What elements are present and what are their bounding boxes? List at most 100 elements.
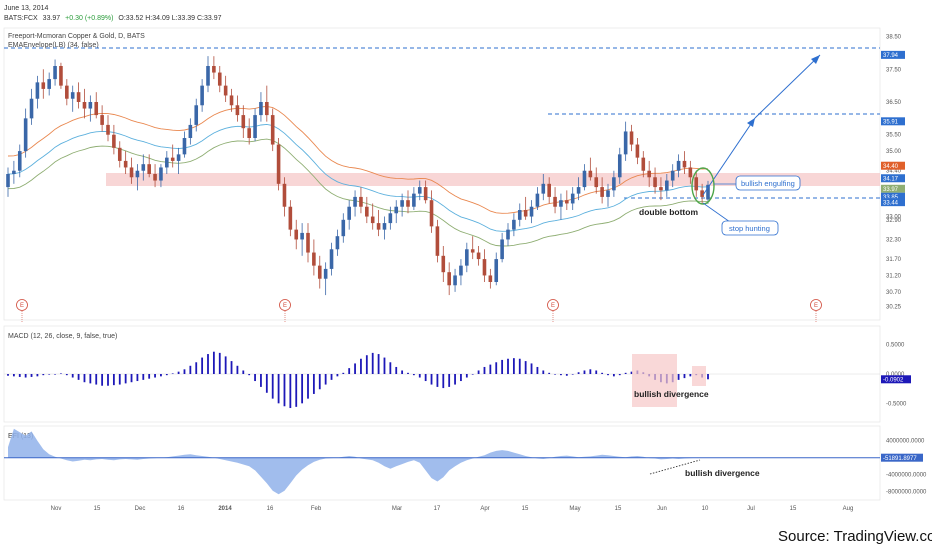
candle[interactable]	[447, 262, 451, 296]
candle[interactable]	[270, 108, 275, 152]
event-marker-2[interactable]: E	[279, 299, 291, 323]
candle[interactable]	[265, 85, 269, 122]
candle[interactable]	[82, 88, 87, 119]
candle[interactable]	[112, 124, 116, 155]
candle[interactable]	[388, 206, 393, 230]
candle[interactable]	[312, 239, 316, 276]
candle[interactable]	[370, 203, 375, 230]
candle[interactable]	[259, 92, 263, 122]
candle[interactable]	[223, 75, 228, 102]
candle[interactable]	[553, 187, 557, 214]
candle[interactable]	[594, 167, 599, 194]
candle[interactable]	[441, 246, 446, 282]
candle[interactable]	[282, 177, 287, 217]
candle[interactable]	[182, 131, 187, 158]
candle[interactable]	[94, 92, 99, 119]
candle[interactable]	[688, 160, 693, 184]
candle[interactable]	[670, 164, 675, 188]
candle[interactable]	[23, 108, 28, 158]
candle[interactable]	[453, 268, 457, 292]
candle[interactable]	[682, 151, 687, 174]
candle[interactable]	[359, 187, 363, 214]
candle[interactable]	[229, 88, 234, 112]
candle[interactable]	[700, 183, 704, 204]
candle[interactable]	[600, 177, 604, 204]
candle[interactable]	[194, 98, 199, 132]
candle[interactable]	[417, 180, 422, 201]
candle[interactable]	[76, 82, 81, 109]
candle[interactable]	[323, 262, 328, 296]
candle[interactable]	[394, 200, 399, 224]
candle[interactable]	[565, 190, 569, 210]
candle[interactable]	[188, 118, 193, 145]
candle[interactable]	[235, 95, 240, 122]
candle[interactable]	[506, 223, 510, 246]
candle[interactable]	[612, 170, 616, 197]
candle[interactable]	[617, 147, 622, 184]
candle[interactable]	[353, 190, 357, 217]
candle[interactable]	[294, 219, 299, 250]
candle[interactable]	[706, 180, 710, 204]
candle[interactable]	[423, 180, 428, 204]
candle[interactable]	[665, 174, 669, 197]
candle[interactable]	[576, 177, 581, 201]
candle[interactable]	[500, 232, 504, 263]
candle[interactable]	[570, 187, 575, 210]
candle[interactable]	[206, 56, 210, 93]
candle[interactable]	[694, 170, 699, 197]
candle[interactable]	[470, 236, 475, 260]
event-marker-1[interactable]: E	[16, 299, 28, 323]
candle[interactable]	[517, 203, 522, 227]
candle[interactable]	[559, 193, 563, 220]
candle[interactable]	[647, 160, 651, 188]
candle[interactable]	[382, 216, 387, 240]
event-marker-3[interactable]: E	[547, 299, 559, 323]
candle[interactable]	[29, 88, 34, 125]
candle[interactable]	[529, 200, 534, 224]
candle[interactable]	[523, 196, 528, 220]
candle[interactable]	[635, 138, 640, 165]
candle[interactable]	[541, 174, 546, 201]
candle[interactable]	[288, 200, 293, 237]
candle[interactable]	[241, 105, 246, 138]
candle[interactable]	[317, 255, 322, 289]
candle[interactable]	[200, 79, 204, 112]
candle[interactable]	[147, 154, 151, 178]
candle[interactable]	[482, 249, 487, 282]
candle[interactable]	[335, 229, 340, 256]
candle[interactable]	[6, 167, 10, 197]
candle[interactable]	[47, 72, 51, 96]
candle[interactable]	[17, 144, 22, 178]
candle[interactable]	[588, 157, 593, 181]
candle[interactable]	[547, 177, 551, 204]
candle[interactable]	[629, 124, 634, 152]
candle[interactable]	[123, 151, 128, 174]
candle[interactable]	[429, 190, 434, 233]
candle[interactable]	[170, 144, 175, 168]
candle[interactable]	[159, 164, 163, 188]
candle[interactable]	[412, 187, 416, 210]
candle[interactable]	[435, 219, 440, 263]
candle[interactable]	[653, 167, 657, 194]
candle[interactable]	[606, 183, 610, 207]
candle[interactable]	[135, 164, 140, 191]
candle[interactable]	[341, 213, 346, 243]
candle[interactable]	[117, 141, 122, 168]
candle[interactable]	[400, 193, 404, 217]
candle[interactable]	[153, 164, 157, 188]
candle[interactable]	[35, 75, 40, 109]
candle[interactable]	[465, 242, 469, 273]
candle[interactable]	[459, 259, 463, 286]
candle[interactable]	[106, 115, 110, 142]
candle[interactable]	[217, 66, 222, 93]
candle[interactable]	[659, 177, 663, 201]
candle[interactable]	[129, 157, 134, 184]
candle[interactable]	[641, 151, 646, 178]
candle[interactable]	[212, 56, 216, 80]
candle[interactable]	[347, 200, 351, 230]
candle[interactable]	[41, 69, 46, 99]
candle[interactable]	[535, 187, 540, 210]
candle[interactable]	[300, 223, 304, 256]
candle[interactable]	[476, 246, 481, 266]
candle[interactable]	[100, 105, 104, 132]
